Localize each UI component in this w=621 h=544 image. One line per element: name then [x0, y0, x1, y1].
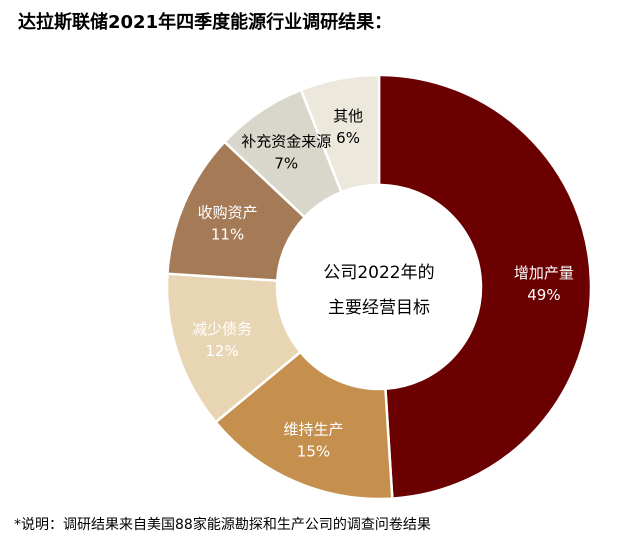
slice-label-1: 维持生产: [283, 420, 343, 438]
slice-value-1: 15%: [297, 442, 330, 460]
center-label-line-2: 主要经营目标: [328, 298, 430, 318]
slice-value-4: 7%: [274, 155, 298, 173]
slices-group: [165, 73, 593, 501]
slice-label-0: 增加产量: [514, 264, 574, 282]
footnote: *说明：调研结果来自美国88家能源勘探和生产公司的调查问卷结果: [14, 517, 431, 533]
center-label-line-1: 公司2022年的: [323, 263, 434, 283]
slice-label-4: 补充资金来源: [241, 133, 331, 151]
slice-value-0: 49%: [527, 286, 560, 304]
labels-group: 增加产量 49% 维持生产 15% 减少债务 12% 收购资产 11% 补充资金来源 7% 其他 6%: [192, 107, 574, 461]
slice-label-2: 减少债务: [192, 320, 252, 338]
slice-value-5: 6%: [336, 129, 360, 147]
slice-value-2: 12%: [205, 342, 238, 360]
slice-label-5: 其他: [333, 107, 363, 125]
chart-title: 达拉斯联储2021年四季度能源行业调研结果：: [18, 12, 393, 33]
slice-label-3: 收购资产: [198, 203, 258, 221]
slice-value-3: 11%: [211, 225, 244, 243]
donut-hole: [277, 185, 481, 389]
